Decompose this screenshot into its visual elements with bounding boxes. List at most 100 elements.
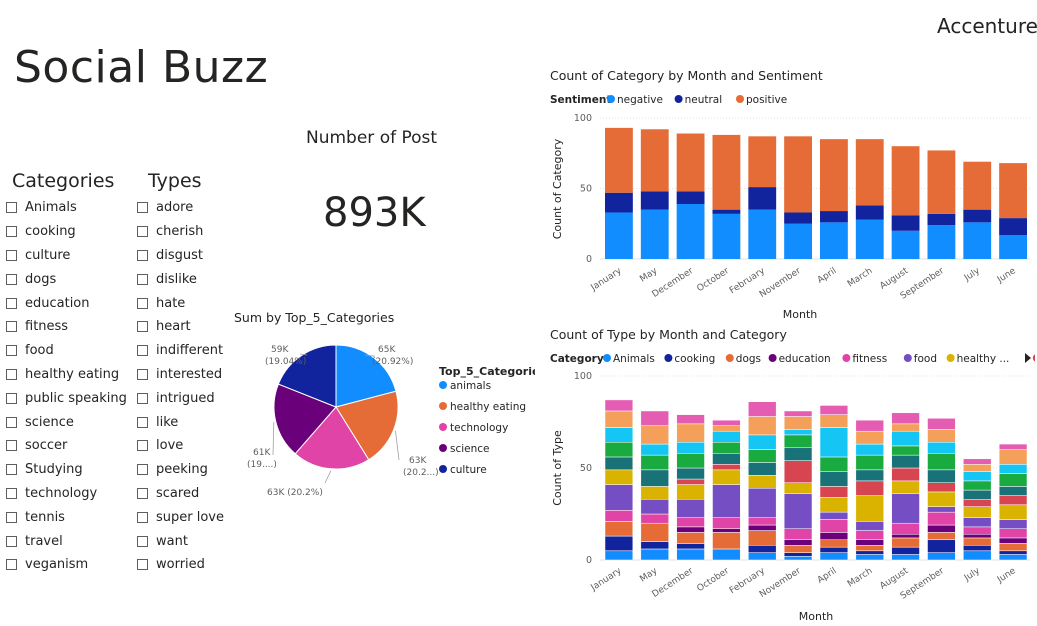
bar-segment[interactable] bbox=[640, 541, 669, 550]
pie-slice[interactable] bbox=[335, 390, 399, 461]
bar-segment[interactable] bbox=[783, 434, 813, 449]
type-item[interactable]: want bbox=[137, 529, 224, 553]
bar-segment[interactable] bbox=[604, 399, 634, 412]
checkbox[interactable] bbox=[6, 345, 17, 357]
legend-item[interactable]: neutral bbox=[685, 94, 723, 106]
legend-item[interactable]: Animals bbox=[613, 353, 655, 365]
bar-segment[interactable] bbox=[712, 548, 741, 561]
bar-segment[interactable] bbox=[640, 486, 669, 500]
bar-segment[interactable] bbox=[891, 480, 920, 495]
bar-segment[interactable] bbox=[998, 554, 1028, 561]
bar-segment[interactable] bbox=[605, 192, 633, 213]
bar-segment[interactable] bbox=[640, 469, 669, 487]
category-item[interactable]: cooking bbox=[6, 220, 127, 244]
bar-segment[interactable] bbox=[640, 454, 669, 471]
bar-segment[interactable] bbox=[998, 464, 1028, 474]
bar-segment[interactable] bbox=[676, 423, 705, 443]
bar-segment[interactable] bbox=[891, 546, 920, 555]
bar-segment[interactable] bbox=[891, 467, 920, 482]
type-item[interactable]: hate bbox=[137, 291, 224, 315]
type-item[interactable]: super love bbox=[137, 505, 224, 529]
bar-segment[interactable] bbox=[963, 517, 992, 528]
bar-segment[interactable] bbox=[783, 556, 813, 561]
checkbox[interactable] bbox=[137, 464, 148, 476]
bar-segment[interactable] bbox=[927, 469, 956, 483]
bar-segment[interactable] bbox=[748, 552, 777, 561]
type-item[interactable]: adore bbox=[137, 196, 224, 220]
bar-segment[interactable] bbox=[855, 550, 884, 555]
bar-segment[interactable] bbox=[676, 414, 705, 425]
bar-segment[interactable] bbox=[676, 499, 705, 518]
bar-segment[interactable] bbox=[640, 499, 669, 515]
bar-segment[interactable] bbox=[604, 427, 634, 443]
bar-segment[interactable] bbox=[819, 546, 849, 553]
bar-segment[interactable] bbox=[748, 136, 777, 188]
bar-segment[interactable] bbox=[891, 522, 920, 535]
bar-segment[interactable] bbox=[604, 550, 634, 561]
bar-segment[interactable] bbox=[676, 133, 705, 192]
bar-segment[interactable] bbox=[819, 486, 849, 498]
bar-segment[interactable] bbox=[712, 464, 741, 471]
bar-segment[interactable] bbox=[927, 552, 956, 561]
pie-slice[interactable] bbox=[335, 344, 397, 408]
bar-segment[interactable] bbox=[963, 471, 992, 482]
category-item[interactable]: science bbox=[6, 410, 127, 434]
bar-segment[interactable] bbox=[640, 443, 669, 456]
bar-segment[interactable] bbox=[784, 136, 812, 213]
type-item[interactable]: peeking bbox=[137, 458, 224, 482]
checkbox[interactable] bbox=[137, 321, 148, 333]
bar-segment[interactable] bbox=[676, 191, 705, 205]
bar-segment[interactable] bbox=[640, 425, 669, 445]
bar-segment[interactable] bbox=[963, 499, 992, 507]
bar-segment[interactable] bbox=[891, 454, 920, 469]
bar-segment[interactable] bbox=[748, 524, 777, 531]
bar-segment[interactable] bbox=[712, 528, 741, 533]
checkbox[interactable] bbox=[137, 226, 148, 238]
bar-segment[interactable] bbox=[748, 545, 777, 553]
bar-segment[interactable] bbox=[891, 430, 920, 447]
category-item[interactable]: food bbox=[6, 339, 127, 363]
checkbox[interactable] bbox=[6, 297, 17, 309]
bar-segment[interactable] bbox=[712, 441, 741, 454]
bar-segment[interactable] bbox=[855, 419, 884, 432]
bar-segment[interactable] bbox=[712, 517, 741, 529]
type-item[interactable]: disgust bbox=[137, 244, 224, 268]
bar-segment[interactable] bbox=[963, 489, 992, 500]
bar-segment[interactable] bbox=[820, 222, 848, 259]
bar-segment[interactable] bbox=[927, 213, 956, 226]
bar-segment[interactable] bbox=[676, 441, 705, 454]
bar-segment[interactable] bbox=[855, 219, 884, 259]
bar-segment[interactable] bbox=[819, 539, 849, 548]
bar-segment[interactable] bbox=[640, 129, 669, 192]
bar-segment[interactable] bbox=[855, 495, 884, 522]
bar-segment[interactable] bbox=[783, 528, 813, 541]
bar-segment[interactable] bbox=[855, 469, 884, 482]
type-item[interactable]: worried bbox=[137, 553, 224, 577]
bar-segment[interactable] bbox=[748, 487, 777, 518]
bar-segment[interactable] bbox=[998, 443, 1028, 450]
bar-segment[interactable] bbox=[927, 491, 956, 507]
bar-segment[interactable] bbox=[855, 539, 884, 546]
checkbox[interactable] bbox=[6, 273, 17, 285]
bar-segment[interactable] bbox=[640, 548, 669, 561]
bar-segment[interactable] bbox=[604, 521, 634, 537]
bar-segment[interactable] bbox=[927, 418, 956, 430]
bar-segment[interactable] bbox=[855, 454, 884, 471]
bar-segment[interactable] bbox=[963, 209, 992, 223]
checkbox[interactable] bbox=[6, 226, 17, 238]
bar-segment[interactable] bbox=[783, 539, 813, 546]
checkbox[interactable] bbox=[137, 487, 148, 499]
bar-segment[interactable] bbox=[748, 449, 777, 463]
bar-segment[interactable] bbox=[998, 537, 1028, 544]
pie-slice[interactable] bbox=[294, 406, 370, 470]
category-item[interactable]: soccer bbox=[6, 434, 127, 458]
bar-segment[interactable] bbox=[927, 539, 956, 553]
bar-segment[interactable] bbox=[963, 533, 992, 539]
legend-item[interactable]: positive bbox=[746, 94, 787, 106]
checkbox[interactable] bbox=[6, 511, 17, 523]
category-item[interactable]: technology bbox=[6, 482, 127, 506]
checkbox[interactable] bbox=[6, 487, 17, 499]
bar-segment[interactable] bbox=[820, 211, 848, 223]
checkbox[interactable] bbox=[6, 464, 17, 476]
bar-segment[interactable] bbox=[855, 554, 884, 561]
